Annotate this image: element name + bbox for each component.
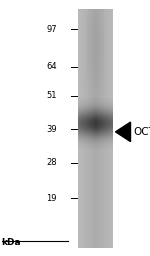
Polygon shape xyxy=(116,122,130,142)
Text: 51: 51 xyxy=(46,91,57,101)
Text: 64: 64 xyxy=(46,62,57,71)
Text: 39: 39 xyxy=(46,125,57,134)
Text: 28: 28 xyxy=(46,158,57,167)
Text: OCT4: OCT4 xyxy=(134,127,150,137)
Text: kDa: kDa xyxy=(2,238,21,247)
Text: 97: 97 xyxy=(46,25,57,34)
Text: 19: 19 xyxy=(46,194,57,203)
